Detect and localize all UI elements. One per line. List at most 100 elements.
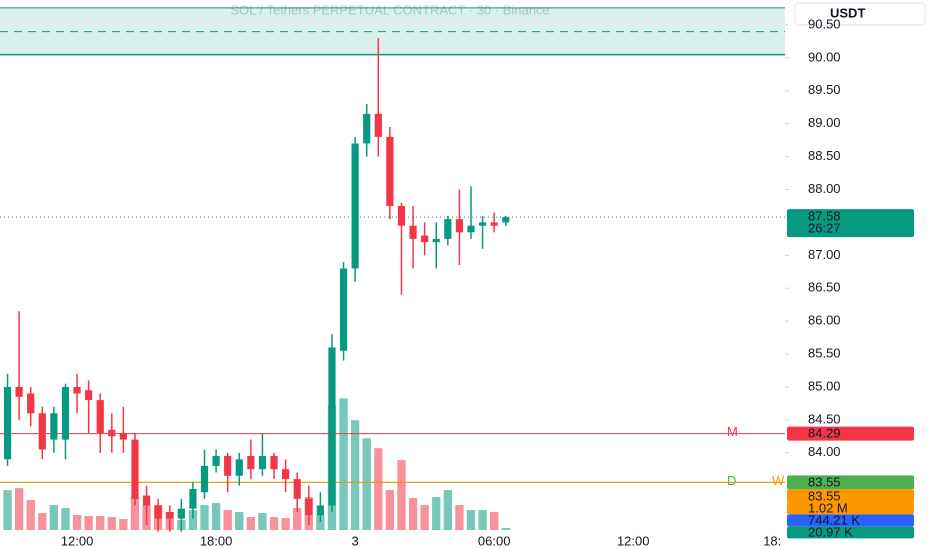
candle-body	[490, 222, 498, 226]
volume-bar	[339, 398, 348, 530]
candle-body	[247, 456, 255, 470]
y-tick-label: 86.00	[808, 313, 841, 328]
candle-body	[432, 238, 440, 243]
y-tick-label: 90.50	[808, 16, 841, 31]
level-price-bg	[787, 426, 914, 441]
x-tick-label: 3	[352, 533, 359, 548]
indicator-label-bg	[787, 514, 914, 527]
volume-bar	[374, 448, 383, 530]
level-price-bg	[787, 475, 914, 490]
indicator-label-bg	[787, 502, 914, 515]
x-tick-label: 18:	[763, 533, 781, 548]
last-price-label: 87.58	[808, 209, 841, 224]
x-tick-label: 12:00	[617, 533, 650, 548]
candle-body	[502, 217, 510, 223]
volume-bar	[478, 510, 487, 530]
candle-body	[258, 456, 267, 470]
candle-body	[61, 386, 70, 440]
y-tick-label: 90.00	[808, 49, 841, 64]
volume-bar	[235, 512, 244, 530]
candle-body	[85, 390, 93, 401]
volume-bar	[466, 510, 476, 530]
volume-bar	[397, 460, 406, 530]
volume-bar	[72, 515, 82, 530]
candle-body	[131, 439, 139, 499]
candle-body	[27, 393, 35, 414]
indicator-label-bg	[787, 526, 914, 539]
volume-bar	[3, 490, 12, 530]
volume-bar	[269, 517, 279, 530]
y-tick-label: 88.00	[808, 181, 841, 196]
candle-body	[339, 268, 348, 351]
candle-body	[270, 456, 278, 470]
volume-bar	[281, 518, 290, 530]
volume-bar	[443, 490, 452, 530]
volume-bar	[258, 513, 267, 530]
volume-bar	[385, 490, 395, 530]
candle-body	[142, 495, 151, 506]
volume-bar	[200, 505, 209, 530]
indicator-label: 20.97 K	[808, 524, 853, 539]
candle-body	[108, 429, 116, 437]
candle-body	[189, 488, 197, 509]
candle-body	[73, 386, 81, 394]
candle-body	[3, 386, 12, 460]
x-tick-label: 06:00	[478, 533, 511, 548]
volume-bar	[211, 503, 221, 530]
candle-body	[15, 386, 23, 397]
candle-body	[467, 225, 475, 233]
candle-body	[38, 413, 46, 450]
y-tick-label: 86.50	[808, 280, 841, 295]
candle-body	[363, 113, 371, 144]
candle-body	[224, 456, 232, 476]
candle-body	[328, 347, 336, 506]
y-tick-label: 89.50	[808, 82, 841, 97]
candle-body	[316, 505, 324, 516]
volume-bar	[38, 513, 47, 530]
y-tick-label: 85.00	[808, 378, 841, 393]
level-price-bg	[787, 489, 914, 504]
candle-body	[235, 459, 243, 476]
candle-body	[212, 456, 220, 466]
candle-body	[154, 505, 162, 519]
y-tick-label: 84.50	[808, 411, 841, 426]
y-tick-label: 85.50	[808, 345, 841, 360]
candle-body	[455, 219, 464, 233]
volume-bar	[223, 510, 232, 530]
volume-bar	[501, 528, 510, 530]
volume-bar	[316, 515, 325, 530]
candle-body	[409, 225, 417, 239]
y-tick-label: 87.00	[808, 247, 841, 262]
last-price-box	[787, 209, 914, 238]
candle-body	[478, 222, 487, 226]
indicator-label: 1.02 M	[808, 500, 848, 515]
volume-bar	[14, 488, 24, 530]
currency-label: USDT	[830, 5, 865, 20]
volume-bar	[84, 516, 93, 530]
candle-body	[374, 113, 382, 137]
volume-bar	[61, 508, 70, 530]
currency-box[interactable]	[794, 2, 926, 26]
volume-bar	[293, 508, 302, 530]
y-tick-label: 89.00	[808, 115, 841, 130]
volume-bar	[188, 510, 198, 530]
candle-body	[386, 136, 394, 206]
y-tick-label: 84.00	[808, 444, 841, 459]
volume-bar	[107, 517, 116, 530]
volume-bar	[432, 497, 441, 530]
volume-bar	[455, 505, 464, 530]
countdown: 26:27	[808, 221, 841, 236]
y-tick-label: 88.50	[808, 148, 841, 163]
volume-bar	[49, 505, 59, 530]
volume-bar	[420, 505, 429, 530]
candle-body	[421, 235, 429, 243]
volume-bar	[350, 420, 360, 530]
x-tick-label: 18:00	[200, 533, 233, 548]
volume-bar	[96, 516, 105, 530]
candle-body	[397, 205, 406, 226]
price-axis: 90.50 90.00 89.50 89.00 88.50 88.00 87.00 86.50…	[785, 16, 932, 550]
level-price: 83.55	[808, 488, 841, 503]
candle-body	[305, 498, 313, 516]
